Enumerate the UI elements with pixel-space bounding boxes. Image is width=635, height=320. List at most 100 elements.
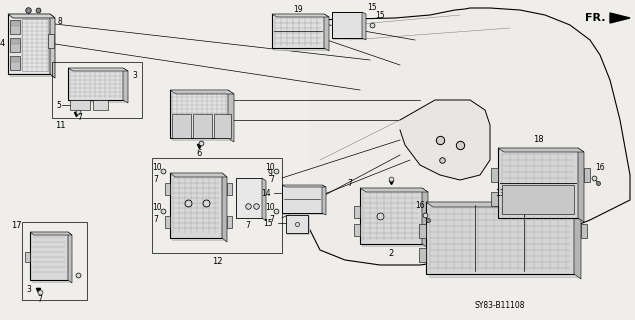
Text: FR.: FR. [585,13,606,23]
Text: SY83-B11108: SY83-B11108 [475,300,525,309]
Text: 7: 7 [154,175,159,185]
Text: 15: 15 [375,12,385,20]
Polygon shape [310,8,630,265]
Bar [354,224,360,236]
Bar [282,185,322,213]
Text: 10: 10 [152,204,162,212]
Text: 16: 16 [595,164,605,172]
Bar [429,205,577,277]
Polygon shape [422,188,428,248]
Polygon shape [610,13,630,23]
Text: 10: 10 [152,164,162,172]
Bar [419,248,426,262]
Bar [286,215,308,233]
Bar [10,56,20,70]
Text: 3: 3 [133,71,137,81]
Polygon shape [498,148,584,152]
Bar [419,224,426,238]
Bar [170,90,228,138]
Text: 15: 15 [367,4,377,12]
Bar [287,216,309,234]
Bar [165,183,170,195]
Polygon shape [68,68,128,71]
Bar [272,14,324,48]
Text: 6: 6 [196,148,202,157]
Bar [274,16,326,50]
Bar [236,178,262,218]
Polygon shape [262,178,266,221]
Bar [165,216,170,228]
Polygon shape [360,188,428,192]
Bar [172,175,224,240]
Text: 18: 18 [533,135,544,145]
Text: 3: 3 [26,285,31,294]
Text: 7: 7 [347,180,352,188]
Text: 7: 7 [270,215,274,225]
Bar [584,168,590,182]
Bar [52,62,142,118]
Bar [227,183,232,195]
Bar [11,39,19,44]
Polygon shape [228,90,234,142]
Bar [491,192,498,206]
Bar [10,20,20,34]
Bar [170,173,222,238]
Text: 15: 15 [263,219,273,228]
Text: 10: 10 [265,164,275,172]
Bar [22,19,48,71]
Polygon shape [578,148,584,222]
Bar [362,190,424,246]
Text: 12: 12 [211,257,222,266]
Polygon shape [68,232,72,283]
Text: 11: 11 [55,121,65,130]
Bar [581,224,587,238]
Polygon shape [170,173,227,177]
Text: 7: 7 [77,114,83,123]
Bar [11,21,19,26]
Text: 10: 10 [265,204,275,212]
Text: 19: 19 [293,4,303,13]
Text: 13: 13 [495,189,505,198]
Bar [32,234,70,282]
Polygon shape [282,185,326,187]
Text: 9: 9 [267,169,272,178]
Bar [48,34,54,48]
Bar [172,114,191,138]
Bar [10,38,20,52]
Polygon shape [123,68,128,103]
Text: 16: 16 [415,201,425,210]
Bar [68,68,123,100]
Bar [172,93,226,114]
Text: 7: 7 [246,221,250,230]
Text: 4: 4 [0,39,4,49]
Bar [11,57,19,62]
Polygon shape [400,100,490,180]
Polygon shape [170,90,234,94]
Polygon shape [324,14,329,51]
Text: 7: 7 [270,175,274,185]
Bar [426,202,574,274]
Text: 7: 7 [37,295,43,305]
Bar [498,148,578,218]
Polygon shape [222,173,227,242]
Text: 8: 8 [58,18,62,27]
Polygon shape [574,202,581,279]
Text: 7: 7 [154,215,159,225]
Bar [360,188,422,244]
Bar [227,216,232,228]
Bar [333,13,363,39]
Bar [501,151,581,221]
Bar [332,12,362,38]
Bar [8,14,50,74]
Bar [172,92,230,140]
Text: 14: 14 [261,188,271,197]
Bar [283,186,323,214]
Bar [354,206,360,218]
Polygon shape [50,14,55,78]
Text: 5: 5 [56,100,61,109]
Polygon shape [426,202,581,207]
Bar [214,114,231,138]
Bar [70,70,125,102]
Bar [22,222,87,300]
Polygon shape [8,14,55,18]
